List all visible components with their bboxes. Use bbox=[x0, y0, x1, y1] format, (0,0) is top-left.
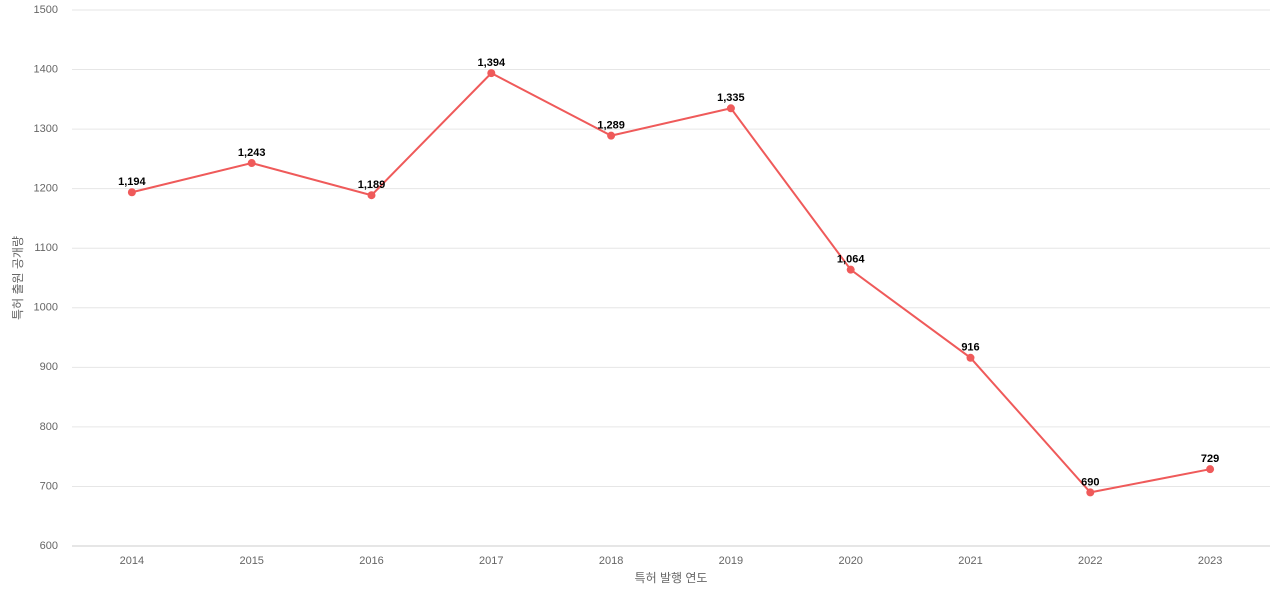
y-axis-label: 특허 출원 공개량 bbox=[11, 236, 25, 320]
y-tick-label: 1400 bbox=[34, 63, 58, 75]
point bbox=[487, 69, 496, 78]
point bbox=[247, 159, 256, 168]
point bbox=[726, 104, 735, 113]
y-tick-label: 1500 bbox=[34, 4, 58, 16]
x-tick-label: 2021 bbox=[958, 555, 982, 567]
value-label: 1,394 bbox=[478, 57, 506, 69]
x-tick-label: 2015 bbox=[239, 555, 263, 567]
x-tick-label: 2016 bbox=[359, 555, 383, 567]
x-tick-label: 2018 bbox=[599, 555, 623, 567]
value-label: 690 bbox=[1081, 476, 1099, 488]
point bbox=[367, 191, 376, 200]
point bbox=[966, 353, 975, 362]
point bbox=[1206, 465, 1215, 474]
x-tick-label: 2022 bbox=[1078, 555, 1102, 567]
y-tick-label: 1100 bbox=[34, 242, 58, 254]
value-label: 916 bbox=[961, 342, 979, 354]
x-tick-label: 2019 bbox=[719, 555, 743, 567]
x-axis-label: 특허 발행 연도 bbox=[635, 570, 708, 585]
y-tick-label: 1000 bbox=[34, 302, 58, 314]
y-tick-label: 1300 bbox=[34, 123, 58, 135]
point bbox=[127, 188, 136, 197]
x-tick-label: 2014 bbox=[120, 555, 144, 567]
x-tick-label: 2023 bbox=[1198, 555, 1222, 567]
y-tick-label: 1200 bbox=[34, 183, 58, 195]
value-label: 1,289 bbox=[597, 120, 625, 132]
y-tick-label: 800 bbox=[40, 421, 58, 433]
y-tick-label: 700 bbox=[40, 480, 58, 492]
point bbox=[1086, 488, 1095, 497]
x-tick-label: 2017 bbox=[479, 555, 503, 567]
value-label: 1,194 bbox=[118, 176, 146, 188]
y-tick-label: 900 bbox=[40, 361, 58, 373]
value-label: 729 bbox=[1201, 453, 1219, 465]
y-tick-label: 600 bbox=[40, 540, 58, 552]
value-label: 1,335 bbox=[717, 92, 745, 104]
x-tick-label: 2020 bbox=[838, 555, 862, 567]
point bbox=[846, 265, 855, 274]
point bbox=[607, 131, 616, 140]
value-label: 1,064 bbox=[837, 254, 865, 266]
value-label: 1,243 bbox=[238, 147, 266, 159]
value-label: 1,189 bbox=[358, 179, 386, 191]
line bbox=[131, 71, 1211, 494]
